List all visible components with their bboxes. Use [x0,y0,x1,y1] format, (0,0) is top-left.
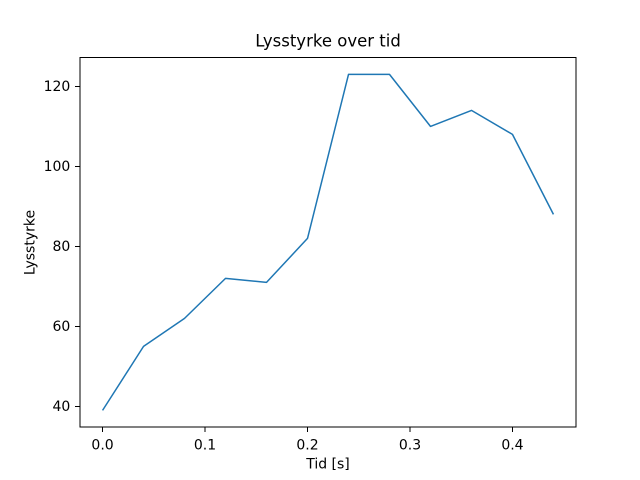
axes-frame [79,57,577,428]
y-tick-label: 120 [44,79,71,95]
series-line [101,73,555,411]
y-tick-label: 100 [44,159,71,175]
x-axis-ticks: 0.0 0.1 0.2 0.3 0.4 [91,427,524,454]
y-axis-ticks: 40 60 80 100 120 [44,79,80,415]
plot-area [80,57,576,428]
y-axis-label: Lysstyrke [23,210,39,275]
x-tick-label: 0.2 [296,438,318,454]
x-tick-label: 0.3 [399,438,421,454]
y-tick-label: 80 [52,239,70,255]
chart-title: Lysstyrke over tid [255,32,401,51]
x-tick-label: 0.4 [501,438,523,454]
y-tick-label: 60 [52,319,70,335]
x-tick-label: 0.0 [91,438,113,454]
y-tick-label: 40 [52,399,70,415]
x-axis-label: Tid [s] [305,457,350,473]
x-tick-label: 0.1 [194,438,216,454]
